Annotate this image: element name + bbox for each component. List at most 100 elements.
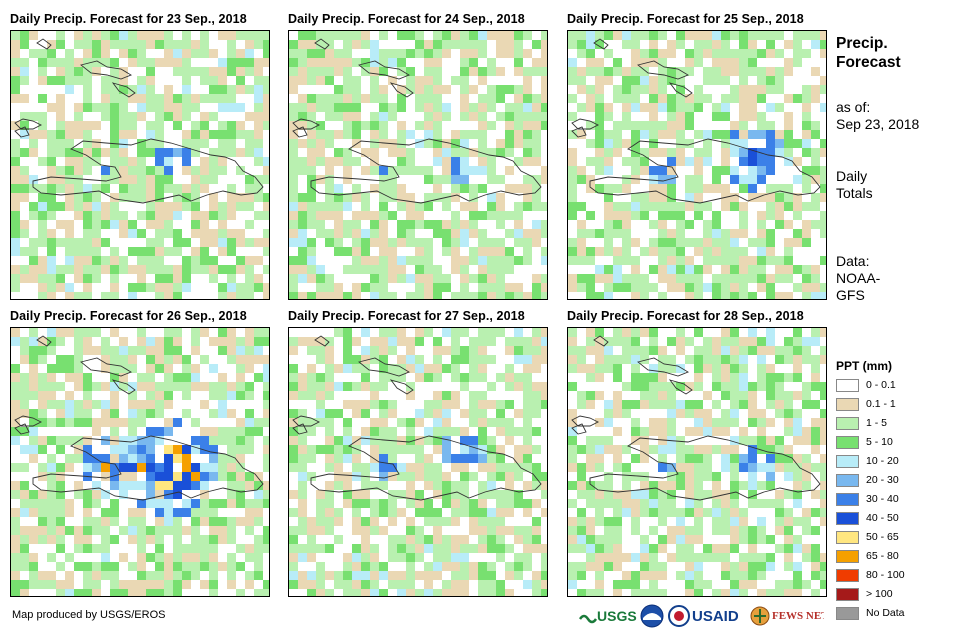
precip-cell — [289, 463, 298, 472]
precip-cell — [586, 337, 595, 346]
precip-cell — [694, 355, 703, 364]
precip-cell — [514, 355, 523, 364]
precip-cell — [514, 499, 523, 508]
precip-cell — [56, 544, 65, 553]
precip-cell — [325, 238, 334, 247]
precip-cell — [155, 31, 164, 40]
precip-cell — [775, 49, 784, 58]
precip-cell — [667, 526, 676, 535]
precip-cell — [775, 580, 784, 589]
precip-cell — [451, 499, 460, 508]
precip-cell — [343, 40, 352, 49]
precip-cell — [802, 265, 811, 274]
precip-cell — [820, 463, 826, 472]
precip-cell — [128, 157, 137, 166]
precip-cell — [460, 454, 469, 463]
precip-cell — [622, 220, 631, 229]
precip-cell — [424, 589, 433, 596]
precip-cell — [110, 562, 119, 571]
precip-cell — [568, 418, 577, 427]
precip-cell — [442, 328, 451, 337]
precip-cell — [406, 202, 415, 211]
precip-cell — [595, 94, 604, 103]
precip-cell — [604, 67, 613, 76]
precip-cell — [820, 481, 826, 490]
precip-cell — [487, 472, 496, 481]
precip-cell — [370, 121, 379, 130]
precip-cell — [155, 229, 164, 238]
precip-cell — [568, 517, 577, 526]
precip-cell — [56, 337, 65, 346]
precip-cell — [110, 85, 119, 94]
precip-cell — [56, 382, 65, 391]
precip-cell — [577, 490, 586, 499]
precip-cell — [83, 157, 92, 166]
precip-cell — [424, 103, 433, 112]
precip-cell — [307, 580, 316, 589]
precip-cell — [640, 148, 649, 157]
precip-cell — [514, 40, 523, 49]
precip-cell — [487, 94, 496, 103]
precip-cell — [469, 373, 478, 382]
precip-cell — [47, 193, 56, 202]
precip-cell — [20, 589, 29, 596]
precip-cell — [101, 472, 110, 481]
precip-cell — [721, 40, 730, 49]
precip-cell — [361, 355, 370, 364]
precip-cell — [523, 184, 532, 193]
precip-cell — [65, 121, 74, 130]
precip-cell — [748, 337, 757, 346]
precip-cell — [128, 40, 137, 49]
precip-cell — [397, 337, 406, 346]
precip-cell — [209, 157, 218, 166]
precip-cell — [397, 49, 406, 58]
precip-cell — [766, 418, 775, 427]
precip-cell — [622, 238, 631, 247]
precip-cell — [74, 238, 83, 247]
precip-cell — [748, 499, 757, 508]
precip-cell — [191, 130, 200, 139]
precip-cell — [631, 589, 640, 596]
precip-cell — [415, 94, 424, 103]
precip-cell — [316, 562, 325, 571]
precip-cell — [640, 499, 649, 508]
precip-cell — [164, 148, 173, 157]
precip-cell — [11, 175, 20, 184]
precip-cell — [469, 184, 478, 193]
precip-cell — [343, 202, 352, 211]
precip-cell — [20, 427, 29, 436]
precip-cell — [451, 76, 460, 85]
precip-cell — [325, 436, 334, 445]
precip-cell — [146, 193, 155, 202]
precip-cell — [182, 112, 191, 121]
precip-cell — [298, 76, 307, 85]
precip-cell — [164, 373, 173, 382]
precip-cell — [424, 76, 433, 85]
precip-cell — [469, 526, 478, 535]
precip-cell — [487, 31, 496, 40]
precip-cell — [415, 202, 424, 211]
precip-cell — [110, 67, 119, 76]
precip-cell — [442, 31, 451, 40]
precip-cell — [820, 31, 826, 40]
precip-cell — [65, 58, 74, 67]
precip-cell — [101, 418, 110, 427]
precip-cell — [101, 292, 110, 299]
precip-cell — [325, 373, 334, 382]
precip-cell — [307, 292, 316, 299]
precip-cell — [263, 364, 269, 373]
precip-cell — [263, 580, 269, 589]
precip-cell — [811, 427, 820, 436]
precip-cell — [676, 346, 685, 355]
precip-cell — [802, 220, 811, 229]
precip-cell — [263, 535, 269, 544]
precip-cell — [514, 157, 523, 166]
precip-cell — [721, 49, 730, 58]
precip-cell — [191, 40, 200, 49]
precip-cell — [712, 490, 721, 499]
precip-cell — [47, 283, 56, 292]
precip-cell — [424, 121, 433, 130]
precip-cell — [209, 211, 218, 220]
precip-cell — [352, 220, 361, 229]
precip-cell — [343, 229, 352, 238]
